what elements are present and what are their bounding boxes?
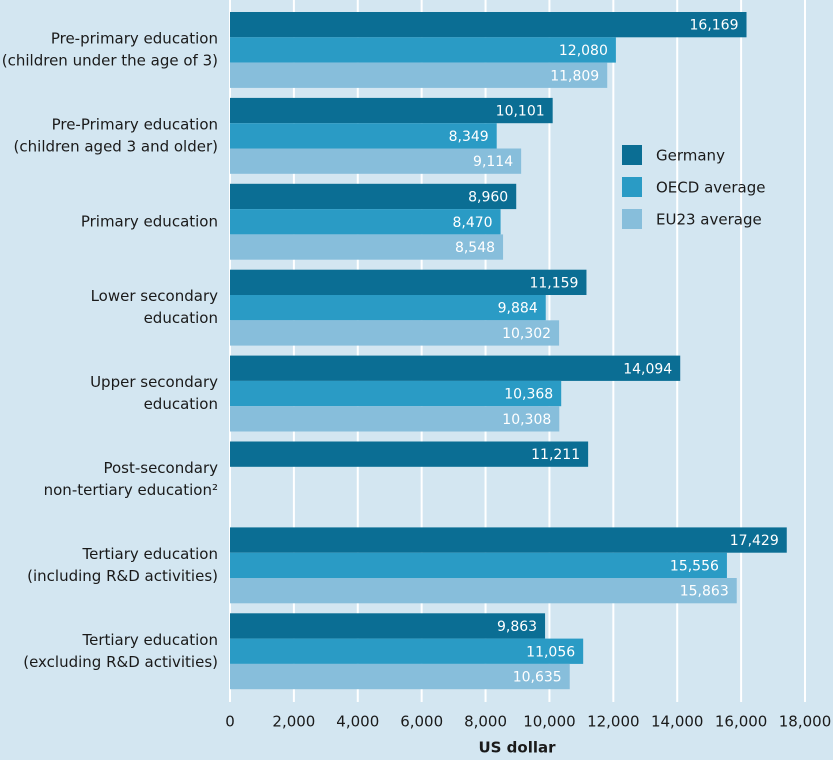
bar: [230, 37, 616, 63]
bar: [230, 552, 727, 578]
bar: [230, 663, 570, 690]
bar: [230, 295, 546, 321]
x-tick-label: 18,000: [779, 713, 832, 731]
value-label: 10,368: [504, 387, 553, 403]
value-label: 10,308: [502, 412, 551, 428]
category-label: education: [144, 395, 218, 413]
value-label: 10,101: [496, 104, 545, 120]
bar: [230, 148, 522, 174]
category-label: (children aged 3 and older): [14, 137, 218, 155]
value-label: 11,211: [531, 447, 580, 463]
bar: [230, 380, 562, 407]
bar: [230, 441, 589, 467]
value-label: 11,056: [526, 644, 575, 660]
legend-swatch: [622, 209, 642, 229]
legend-label: Germany: [656, 147, 725, 165]
category-label: education: [144, 309, 218, 327]
x-tick-label: 6,000: [400, 713, 443, 731]
legend-label: OECD average: [656, 179, 765, 197]
bar: [230, 209, 501, 235]
bar: [230, 406, 560, 432]
value-label: 12,080: [559, 43, 608, 59]
value-label: 8,470: [452, 215, 492, 231]
value-label: 10,635: [513, 670, 562, 686]
value-label: 10,302: [502, 326, 551, 342]
value-label: 17,429: [730, 533, 779, 549]
category-label: Tertiary education: [82, 545, 219, 563]
value-label: 9,114: [473, 154, 513, 170]
value-label: 16,169: [690, 18, 739, 34]
x-axis-label: US dollar: [478, 739, 556, 757]
bar: [230, 97, 553, 124]
x-tick-label: 0: [225, 713, 235, 731]
category-label: (including R&D activities): [27, 567, 218, 585]
bar: [230, 638, 584, 664]
value-label: 15,863: [680, 584, 729, 600]
category-label: Pre-primary education: [51, 29, 218, 47]
value-label: 8,960: [468, 189, 508, 205]
value-label: 11,159: [529, 275, 578, 291]
category-label: (excluding R&D activities): [23, 653, 218, 671]
x-tick-label: 8,000: [464, 713, 507, 731]
category-label: Primary education: [81, 212, 218, 230]
value-label: 11,809: [550, 68, 599, 84]
category-label: Pre-Primary education: [52, 115, 218, 133]
x-tick-label: 14,000: [651, 713, 704, 731]
bar: [230, 527, 787, 553]
bar: [230, 12, 747, 38]
bar: [230, 578, 737, 604]
value-label: 15,556: [670, 558, 719, 574]
legend-swatch: [622, 177, 642, 197]
bar: [230, 355, 681, 381]
bar: [230, 183, 517, 210]
value-label: 8,548: [455, 240, 495, 256]
value-label: 8,349: [449, 129, 489, 145]
x-tick-label: 16,000: [715, 713, 768, 731]
value-label: 14,094: [623, 361, 672, 377]
bar: [230, 320, 560, 346]
bar: [230, 269, 587, 295]
bar: [230, 234, 504, 260]
category-label: Lower secondary: [91, 287, 219, 305]
bar: [230, 613, 546, 639]
category-label: (children under the age of 3): [2, 51, 218, 69]
category-label: non-tertiary education²: [44, 481, 218, 499]
x-tick-label: 2,000: [272, 713, 315, 731]
category-label: Tertiary education: [82, 631, 219, 649]
legend-label: EU23 average: [656, 211, 762, 229]
x-tick-label: 4,000: [336, 713, 379, 731]
category-label: Upper secondary: [90, 373, 218, 391]
x-tick-label: 12,000: [587, 713, 640, 731]
bar: [230, 123, 497, 149]
x-tick-label: 10,000: [523, 713, 576, 731]
value-label: 9,863: [497, 619, 537, 635]
category-label: Post-secondary: [103, 459, 218, 477]
bar: [230, 62, 608, 88]
legend-swatch: [622, 145, 642, 165]
value-label: 9,884: [498, 301, 538, 317]
